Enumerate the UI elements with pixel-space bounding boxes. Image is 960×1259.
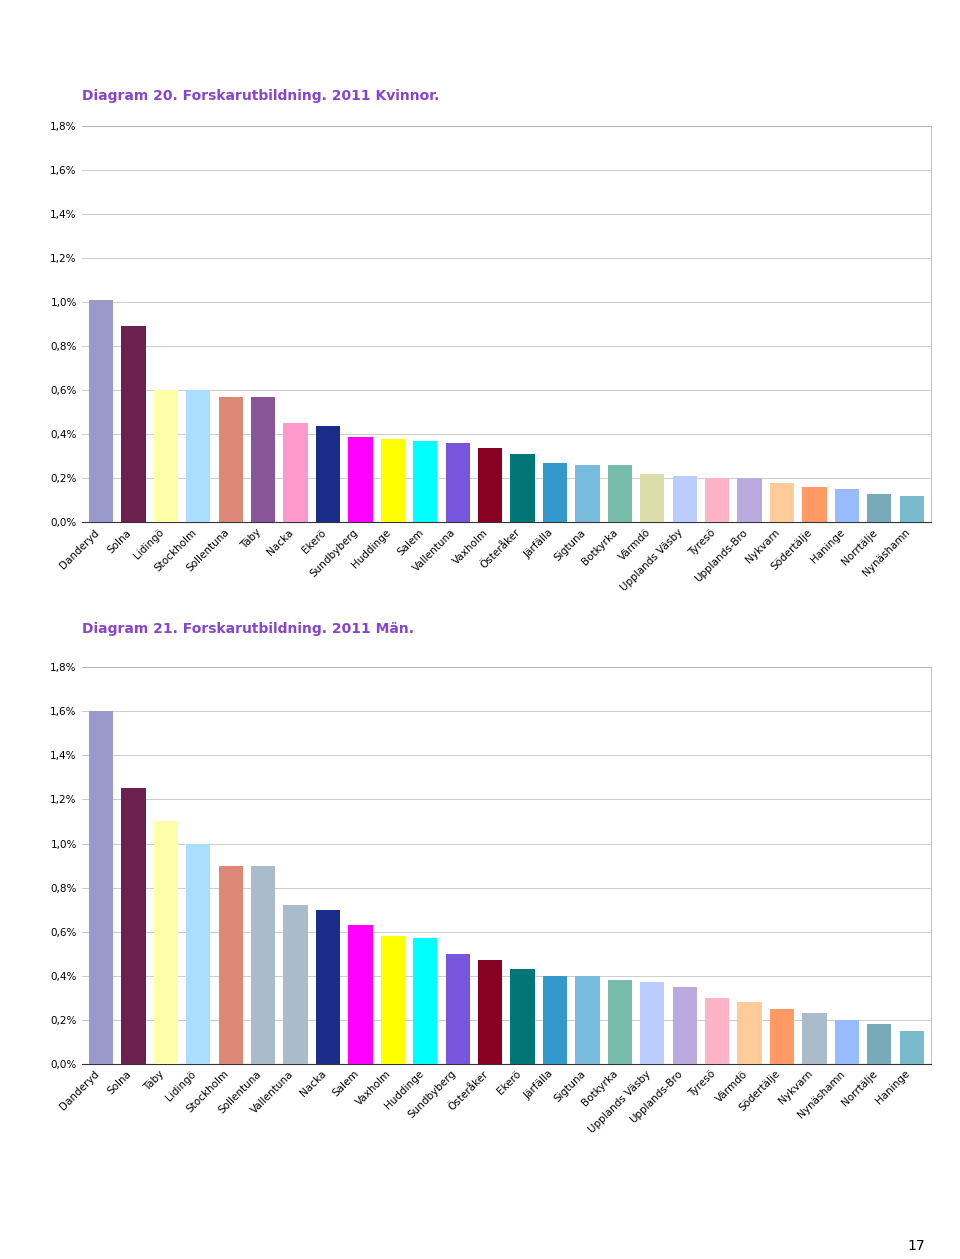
Bar [381, 937, 405, 1064]
Text: Diagram 21. Forskarutbildning. 2011 Män.: Diagram 21. Forskarutbildning. 2011 Män. [82, 622, 414, 636]
Bar [381, 439, 405, 522]
Bar [543, 463, 567, 522]
Bar [121, 326, 146, 522]
Bar [640, 475, 664, 522]
Bar [316, 426, 340, 522]
Bar [219, 866, 243, 1064]
Bar [835, 490, 859, 522]
Bar [283, 905, 308, 1064]
Bar [770, 1008, 794, 1064]
Bar [251, 866, 276, 1064]
Bar [89, 300, 113, 522]
Bar [705, 997, 730, 1064]
Text: 17: 17 [907, 1239, 924, 1253]
Bar [770, 483, 794, 522]
Bar [900, 1031, 924, 1064]
Bar [608, 466, 632, 522]
Bar [478, 961, 502, 1064]
Bar [316, 909, 340, 1064]
Bar [478, 448, 502, 522]
Text: Diagram 20. Forskarutbildning. 2011 Kvinnor.: Diagram 20. Forskarutbildning. 2011 Kvin… [82, 89, 439, 103]
Bar [348, 925, 372, 1064]
Bar [608, 980, 632, 1064]
Bar [511, 454, 535, 522]
Bar [154, 821, 178, 1064]
Bar [803, 487, 827, 522]
Bar [219, 397, 243, 522]
Bar [348, 437, 372, 522]
Bar [445, 443, 469, 522]
Bar [673, 476, 697, 522]
Bar [673, 987, 697, 1064]
Bar [186, 844, 210, 1064]
Bar [186, 390, 210, 522]
Bar [900, 496, 924, 522]
Bar [89, 711, 113, 1064]
Bar [575, 466, 600, 522]
Bar [413, 938, 438, 1064]
Bar [867, 494, 892, 522]
Bar [543, 976, 567, 1064]
Bar [511, 969, 535, 1064]
Bar [640, 982, 664, 1064]
Bar [803, 1013, 827, 1064]
Bar [445, 954, 469, 1064]
Bar [283, 423, 308, 522]
Bar [413, 441, 438, 522]
Bar [575, 976, 600, 1064]
Bar [251, 397, 276, 522]
Bar [154, 390, 178, 522]
Bar [867, 1025, 892, 1064]
Bar [737, 1002, 762, 1064]
Bar [835, 1020, 859, 1064]
Bar [121, 788, 146, 1064]
Bar [705, 478, 730, 522]
Bar [737, 478, 762, 522]
